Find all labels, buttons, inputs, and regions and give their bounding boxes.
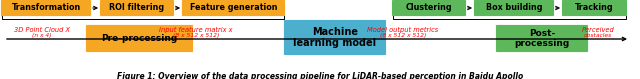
FancyBboxPatch shape: [86, 24, 193, 53]
FancyBboxPatch shape: [561, 0, 627, 17]
FancyBboxPatch shape: [1, 0, 92, 17]
FancyBboxPatch shape: [495, 24, 589, 53]
FancyBboxPatch shape: [474, 0, 554, 17]
Text: ROI filtering: ROI filtering: [109, 3, 164, 12]
Text: Clustering: Clustering: [406, 3, 452, 12]
Text: Feature generation: Feature generation: [189, 3, 277, 12]
Text: obstacles: obstacles: [584, 33, 612, 38]
FancyBboxPatch shape: [99, 0, 175, 17]
Text: 3D Point Cloud X: 3D Point Cloud X: [14, 27, 70, 33]
FancyBboxPatch shape: [392, 0, 467, 17]
Text: Transformation: Transformation: [12, 3, 81, 12]
Text: Perceived: Perceived: [582, 27, 614, 33]
Text: Box building: Box building: [486, 3, 542, 12]
Text: Figure 1: Overview of the data processing pipeline for LiDAR-based perception in: Figure 1: Overview of the data processin…: [117, 72, 523, 79]
Text: Model output metrics: Model output metrics: [367, 27, 438, 33]
Text: Input feature matrix x: Input feature matrix x: [159, 27, 233, 33]
FancyBboxPatch shape: [182, 0, 285, 17]
Text: Pre-processing: Pre-processing: [101, 34, 178, 43]
Text: Post-
processing: Post- processing: [515, 29, 570, 48]
Text: (8 x 512 x 512): (8 x 512 x 512): [173, 33, 219, 38]
Text: Machine
learning model: Machine learning model: [293, 27, 376, 48]
Text: (8 x 512 x 512): (8 x 512 x 512): [380, 33, 426, 38]
Text: Tracking: Tracking: [575, 3, 614, 12]
Text: (n x 4): (n x 4): [32, 33, 52, 38]
FancyBboxPatch shape: [284, 20, 387, 56]
